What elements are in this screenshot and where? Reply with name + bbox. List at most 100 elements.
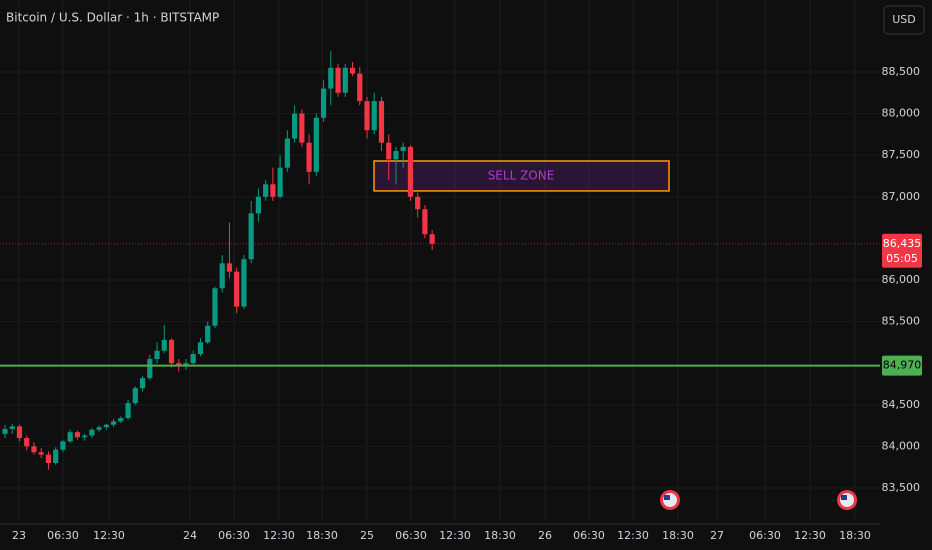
x-tick-label: 06:30 — [47, 529, 79, 542]
candle — [9, 423, 15, 434]
x-tick-label: 25 — [360, 529, 374, 542]
candle — [284, 130, 290, 172]
candle-body — [60, 441, 66, 450]
candle-body — [9, 426, 15, 429]
x-tick-label: 27 — [710, 529, 724, 542]
candle — [292, 105, 298, 143]
x-tick-label: 06:30 — [395, 529, 427, 542]
candle-body — [168, 339, 175, 364]
candle-body — [277, 167, 283, 197]
candle — [197, 338, 204, 357]
candle — [299, 109, 305, 147]
candle-body — [16, 426, 23, 439]
candle — [226, 222, 233, 279]
candle-body — [400, 146, 406, 152]
candle — [422, 205, 428, 239]
candle — [407, 145, 414, 201]
candle-body — [96, 427, 102, 430]
candle-body — [89, 429, 95, 436]
y-tick-label: 83,500 — [882, 481, 921, 494]
candle — [429, 230, 435, 251]
candle — [248, 200, 254, 264]
candle — [82, 433, 88, 441]
candle-body — [349, 67, 356, 74]
candle-body — [118, 418, 124, 422]
candle-body — [147, 359, 153, 379]
candle-body — [313, 117, 319, 172]
candle-body — [219, 263, 225, 289]
x-tick-label: 12:30 — [93, 529, 125, 542]
candle-body — [263, 184, 269, 197]
candle-body — [393, 151, 399, 160]
candle — [415, 192, 421, 218]
y-tick-label: 86,000 — [882, 273, 921, 286]
candle — [234, 267, 240, 314]
flag-canton — [841, 495, 847, 500]
candle-body — [407, 146, 414, 197]
y-tick-label: 87,000 — [882, 190, 921, 203]
x-tick-label: 18:30 — [839, 529, 871, 542]
event-flag[interactable] — [660, 490, 680, 510]
candle-body — [53, 449, 59, 464]
candle — [168, 338, 175, 368]
candle — [67, 429, 73, 444]
candle — [393, 146, 399, 185]
event-flag[interactable] — [837, 490, 857, 510]
candle — [364, 96, 370, 139]
sell-zone-label: SELL ZONE — [488, 168, 555, 182]
candle — [132, 386, 138, 405]
x-tick-label: 18:30 — [662, 529, 694, 542]
candle — [103, 423, 109, 430]
y-tick-label: 84,500 — [882, 398, 921, 411]
candle — [241, 255, 247, 310]
x-tick-label: 12:30 — [794, 529, 826, 542]
candle — [111, 418, 117, 428]
candle — [60, 439, 66, 453]
x-tick-label: 12:30 — [617, 529, 649, 542]
candle-body — [415, 196, 421, 210]
currency-button[interactable] — [883, 5, 925, 35]
candle — [328, 51, 334, 106]
x-tick-label: 26 — [538, 529, 552, 542]
x-tick-label: 12:30 — [439, 529, 471, 542]
candle-body — [422, 209, 428, 235]
x-tick-label: 06:30 — [749, 529, 781, 542]
candle-body — [111, 421, 117, 425]
candle — [386, 134, 392, 181]
candle-body — [82, 435, 88, 438]
candle-body — [38, 452, 44, 455]
candle — [89, 428, 95, 439]
candle — [306, 134, 312, 185]
candle-body — [212, 288, 218, 326]
x-tick-label: 18:30 — [306, 529, 338, 542]
candle-body — [429, 234, 435, 244]
candle — [125, 399, 131, 420]
candle — [96, 425, 102, 433]
candle — [263, 180, 269, 201]
candle-body — [226, 263, 233, 272]
last-price-label: 86,435 — [883, 237, 922, 250]
candle-body — [190, 354, 196, 364]
candle-body — [306, 142, 312, 172]
x-tick-label: 12:30 — [263, 529, 295, 542]
candle — [313, 113, 319, 176]
candle-body — [197, 342, 204, 355]
candle-body — [299, 113, 305, 143]
x-tick-label: 18:30 — [484, 529, 516, 542]
candle — [357, 66, 363, 106]
y-tick-label: 87,500 — [882, 148, 921, 161]
candle — [45, 451, 52, 470]
candle — [378, 96, 385, 152]
candle-body — [248, 213, 254, 260]
candle-body — [67, 432, 73, 442]
candle-body — [132, 388, 138, 404]
candle-body — [205, 325, 211, 343]
candle — [255, 188, 261, 222]
candle-body — [234, 271, 240, 307]
candle — [270, 167, 276, 201]
currency-label[interactable]: USD — [892, 13, 916, 26]
candle-body — [241, 259, 247, 307]
candle — [371, 92, 377, 135]
x-tick-label: 24 — [183, 529, 197, 542]
